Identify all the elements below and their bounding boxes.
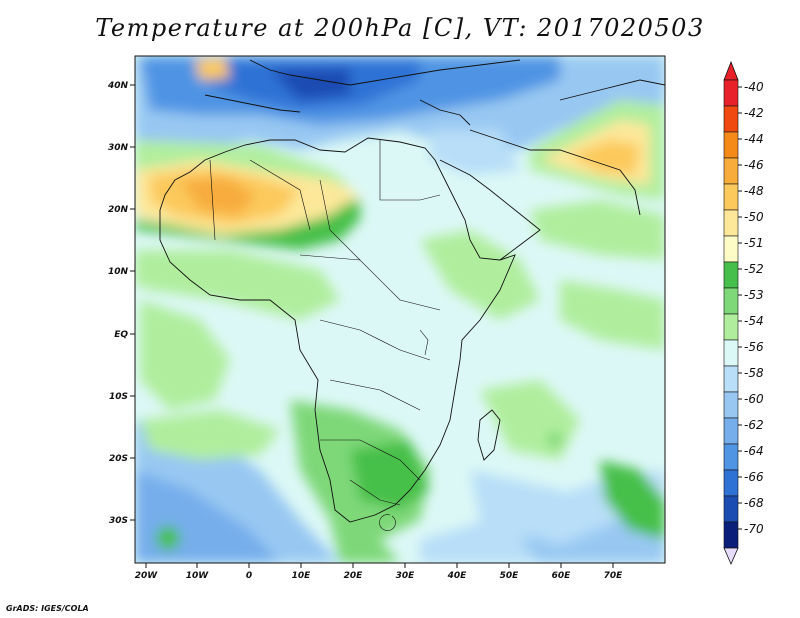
lat-label-10n: 10N	[108, 267, 129, 277]
plot-frame	[134, 55, 666, 564]
colorbar-box-6	[723, 235, 739, 263]
colorbar-label: -40	[744, 80, 764, 94]
colorbar-label: -54	[744, 314, 764, 328]
colorbar-box-1	[723, 105, 739, 133]
lon-label-0: 0	[246, 571, 252, 581]
colorbar-box-14	[723, 443, 739, 471]
colorbar-box-3	[723, 157, 739, 185]
colorbar-boxes	[723, 79, 739, 549]
colorbar-high-arrow	[723, 60, 739, 81]
lat-label-20s: 20S	[109, 454, 128, 464]
colorbar-labels: -40 -42 -44 -46 -48 -50 -51 -52 -53 -54 …	[738, 80, 764, 536]
colorbar-box-8	[723, 287, 739, 315]
lon-label-50e: 50E	[500, 571, 520, 581]
lat-label-40n: 40N	[107, 81, 129, 91]
colorbar-label: -60	[744, 392, 764, 406]
colorbar-box-12	[723, 391, 739, 419]
colorbar-label: -53	[744, 288, 764, 302]
coastlines	[159, 59, 665, 523]
colorbar-box-9	[723, 313, 739, 341]
colorbar-box-15	[723, 469, 739, 497]
colorbar-box-17	[723, 521, 739, 549]
colorbar-label: -50	[744, 210, 764, 224]
colorbar-label: -42	[744, 106, 764, 120]
colorbar-box-10	[723, 339, 739, 367]
colorbar-label: -48	[744, 184, 764, 198]
lat-label-eq: EQ	[114, 330, 128, 340]
lat-label-30n: 30N	[108, 143, 129, 153]
colorbar-label: -66	[744, 470, 764, 484]
colorbar-box-2	[723, 131, 739, 159]
lon-label-30e: 30E	[396, 571, 416, 581]
colorbar-box-4	[723, 183, 739, 211]
lat-label-10s: 10S	[109, 392, 128, 402]
credit-text: GrADS: IGES/COLA	[6, 604, 89, 613]
lon-label-20w: 20W	[135, 571, 159, 581]
colorbar-label: -58	[744, 366, 764, 380]
colorbar-label: -46	[744, 158, 764, 172]
colorbar-label: -70	[744, 522, 764, 536]
colorbar-box-5	[723, 209, 739, 237]
colorbar-box-16	[723, 495, 739, 523]
colorbar-low-arrow	[723, 547, 739, 565]
lon-label-10e: 10E	[292, 571, 312, 581]
colorbar: -40 -42 -44 -46 -48 -50 -51 -52 -53 -54 …	[723, 60, 764, 565]
country-borders	[209, 140, 441, 531]
colorbar-label: -64	[744, 444, 764, 458]
colorbar-label: -51	[744, 236, 764, 250]
colorbar-label: -62	[744, 418, 764, 432]
lon-label-70e: 70E	[604, 571, 624, 581]
lat-label-20n: 20N	[108, 205, 129, 215]
longitude-axis: 20W 10W 0 10E 20E 30E 40E 50E 60E 70E	[135, 563, 623, 581]
lat-label-30s: 30S	[109, 516, 128, 526]
field-shading	[135, 56, 665, 563]
colorbar-box-0	[723, 79, 739, 107]
temperature-field	[135, 56, 665, 563]
colorbar-box-11	[723, 365, 739, 393]
colorbar-label: -44	[744, 132, 764, 146]
colorbar-label: -68	[744, 496, 764, 510]
colorbar-label: -56	[744, 340, 764, 354]
colorbar-box-7	[723, 261, 739, 289]
colorbar-box-13	[723, 417, 739, 445]
map-title: Temperature at 200hPa [C], VT: 201702050…	[95, 14, 705, 42]
colorbar-label: -52	[744, 262, 764, 276]
latitude-axis: 40N 30N 20N 10N EQ 10S 20S 30S	[107, 81, 135, 526]
lon-label-20e: 20E	[344, 571, 364, 581]
lon-label-60e: 60E	[552, 571, 572, 581]
lon-label-10w: 10W	[186, 571, 210, 581]
lon-label-40e: 40E	[447, 571, 468, 581]
